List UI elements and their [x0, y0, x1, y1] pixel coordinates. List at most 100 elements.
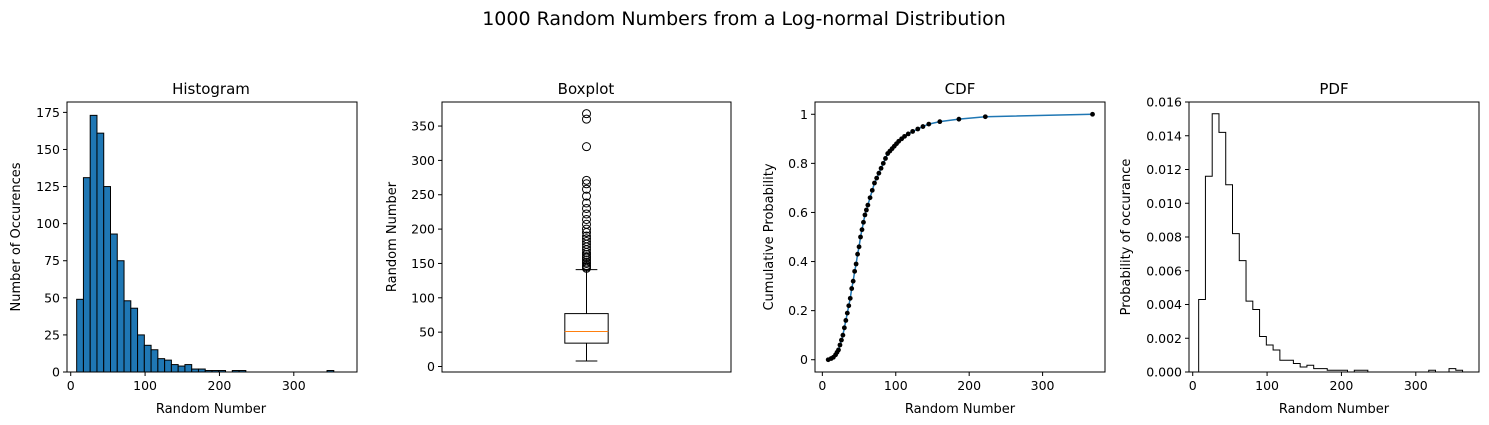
pdf-title: PDF	[1319, 80, 1348, 98]
histogram-xlabel: Random Number	[156, 402, 267, 417]
cdf-ytick-label: 0.2	[788, 303, 808, 318]
boxplot-outlier	[582, 203, 591, 213]
boxplot-ytick-label: 200	[411, 222, 435, 237]
histogram-ytick-label: 75	[44, 253, 60, 268]
boxplot-outlier	[582, 224, 591, 234]
pdf-ylabel: Probability of occurance	[1119, 159, 1134, 316]
histogram-axes-frame	[66, 101, 358, 373]
boxplot-outlier	[582, 191, 591, 201]
boxplot-box	[564, 313, 609, 344]
histogram-ticks: 0 25 50 75 100 125 150 175 0 100 200 300	[36, 105, 306, 393]
cdf-point	[982, 114, 988, 120]
boxplot-outlier	[582, 198, 591, 208]
pdf-ytick-label: 0.012	[1146, 162, 1182, 177]
cdf-point	[843, 318, 849, 323]
cdf-point	[839, 337, 844, 343]
boxplot-ytick-label: 250	[411, 187, 435, 202]
pdf-ytick-label: 0.000	[1146, 365, 1182, 380]
histogram-ytick-label: 125	[36, 179, 60, 194]
cdf-point	[926, 121, 932, 127]
boxplot-outlier	[582, 209, 591, 219]
boxplot-outlier	[582, 109, 591, 119]
boxplot-axes-frame	[441, 101, 732, 373]
cdf-title: CDF	[945, 80, 976, 98]
boxplot-ylabel: Random Number	[385, 181, 400, 292]
cdf-xtick-label: 300	[1031, 378, 1055, 393]
cdf-ytick-label: 0	[800, 352, 808, 367]
histogram-xtick-label: 200	[208, 378, 232, 393]
boxplot-marks	[564, 109, 609, 362]
histogram-xtick-label: 300	[282, 378, 306, 393]
histogram-bar	[96, 132, 105, 373]
histogram-bar	[110, 233, 118, 373]
boxplot-outlier	[582, 175, 591, 185]
boxplot-outlier	[582, 219, 591, 229]
cdf-xtick-label: 200	[957, 378, 981, 393]
cdf-point	[915, 126, 921, 132]
histogram-bar	[82, 177, 91, 373]
histogram-title: Histogram	[172, 80, 250, 98]
cdf-ytick-label: 1	[800, 107, 808, 122]
pdf-ytick-label: 0.008	[1146, 230, 1182, 245]
cdf-point	[837, 342, 843, 348]
histogram-bar	[76, 298, 84, 373]
boxplot-outlier	[582, 114, 591, 124]
cdf-point	[850, 278, 856, 284]
cdf-point	[902, 133, 907, 139]
cdf-point	[853, 261, 859, 267]
histogram-ytick-label: 25	[44, 327, 60, 342]
cdf-point	[855, 251, 860, 257]
boxplot-ytick-label: 150	[411, 256, 435, 271]
pdf-ytick-label: 0.016	[1146, 95, 1182, 110]
cdf-point	[847, 295, 853, 301]
pdf-xtick-label: 0	[1189, 378, 1197, 393]
boxplot-ytick-label: 0	[427, 359, 435, 374]
cdf-point	[905, 131, 911, 137]
pdf-xlabel: Random Number	[1279, 402, 1390, 417]
histogram-bar	[137, 334, 145, 373]
cdf-point	[852, 268, 858, 274]
pdf-ytick-label: 0.004	[1146, 297, 1182, 312]
cdf-point	[858, 234, 863, 240]
cdf-point	[878, 165, 884, 171]
cdf-panel: CDF Random Number Cumulative Probability…	[762, 80, 1106, 417]
histogram-ytick-label: 150	[36, 142, 60, 157]
boxplot-ytick-label: 300	[411, 153, 435, 168]
cdf-point	[865, 202, 871, 208]
cdf-point	[874, 175, 880, 181]
cdf-point	[856, 244, 862, 250]
pdf-ytick-label: 0.002	[1146, 331, 1182, 346]
histogram-bar	[143, 344, 152, 373]
pdf-ytick-label: 0.010	[1146, 196, 1182, 211]
cdf-point	[1090, 111, 1095, 117]
cdf-point	[876, 170, 882, 176]
boxplot-ytick-label: 100	[411, 290, 435, 305]
cdf-ytick-label: 0.4	[788, 254, 808, 269]
cdf-point	[872, 180, 877, 186]
cdf-point	[910, 129, 916, 134]
boxplot-outlier	[582, 231, 591, 241]
pdf-ticks: 0.000 0.002 0.004 0.006 0.008 0.010 0.012 0.014…	[1146, 95, 1428, 394]
histogram-bar	[150, 349, 159, 373]
histogram-ytick-label: 100	[36, 216, 60, 231]
cdf-ytick-label: 0.8	[788, 156, 808, 171]
cdf-point	[863, 207, 869, 213]
boxplot-outlier	[582, 214, 591, 224]
cdf-xtick-label: 0	[818, 378, 826, 393]
cdf-point	[859, 227, 865, 233]
boxplot-title: Boxplot	[558, 80, 615, 98]
cdf-xlabel: Random Number	[905, 402, 1016, 417]
cdf-ytick-label: 0.6	[788, 205, 808, 220]
cdf-axes-frame	[814, 101, 1106, 373]
cdf-ylabel: Cumulative Probability	[762, 163, 777, 310]
histogram-ytick-label: 50	[44, 290, 60, 305]
cdf-marks	[825, 111, 1095, 363]
histogram-xtick-label: 0	[67, 378, 75, 393]
histogram-ylabel: Number of Occurences	[9, 162, 24, 311]
cdf-point	[862, 212, 868, 218]
histogram-panel: Histogram Random Number Number of Occure…	[9, 80, 358, 417]
cdf-point	[836, 347, 841, 353]
cdf-point	[956, 116, 962, 122]
